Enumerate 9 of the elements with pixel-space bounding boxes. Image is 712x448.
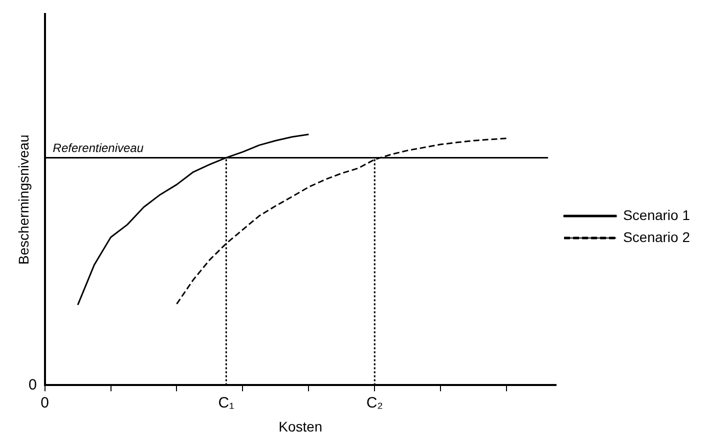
- ref-line-label: Referentieniveau: [52, 141, 144, 156]
- text: 0: [28, 376, 37, 394]
- x-axis-title: Kosten: [278, 418, 322, 434]
- x-tick-label: 0: [40, 394, 49, 412]
- x-tick-label: C₂: [366, 394, 384, 412]
- x-tick-label: C₁: [218, 394, 234, 412]
- legend-label: Scenario 2: [623, 228, 690, 245]
- legend-label: Scenario 1: [623, 206, 690, 223]
- y-axis-title: Beschermingsniveau: [15, 134, 32, 265]
